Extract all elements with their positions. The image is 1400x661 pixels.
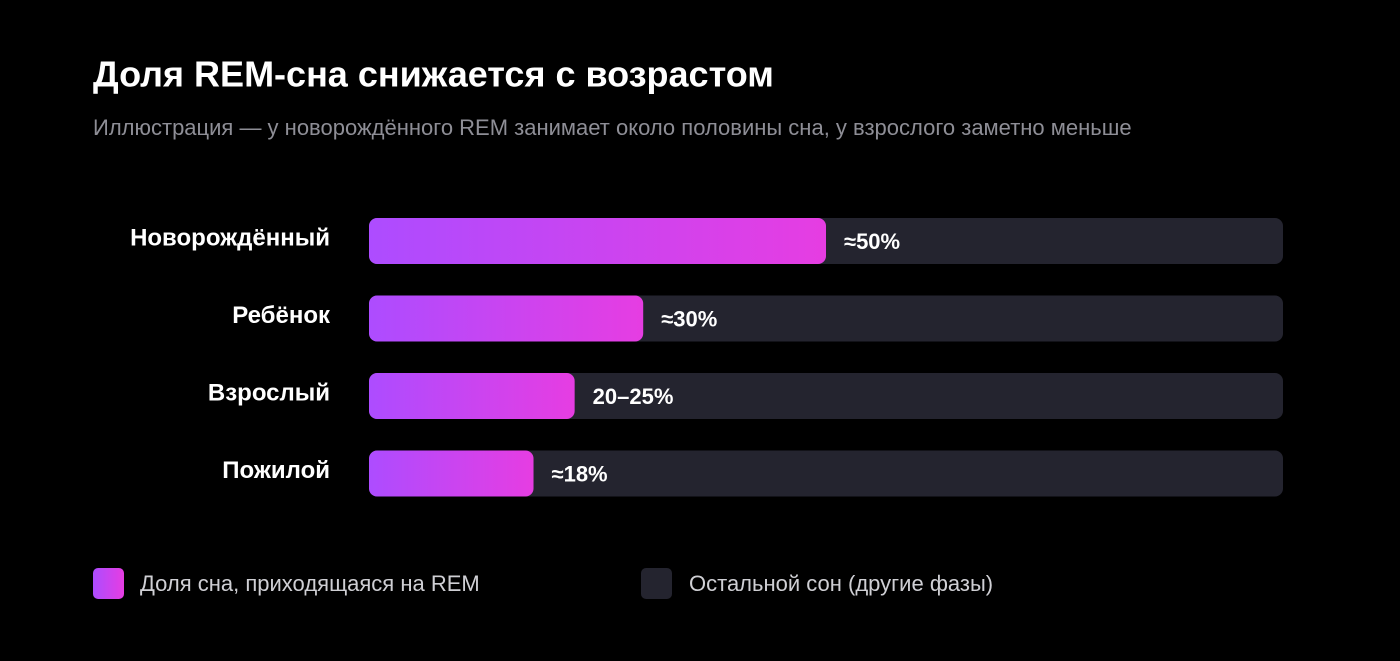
- category-label: Пожилой: [222, 457, 330, 484]
- legend-label: Остальной сон (другие фазы): [689, 571, 993, 596]
- value-label: 20–25%: [593, 384, 674, 409]
- category-label: Взрослый: [208, 379, 330, 406]
- legend-label: Доля сна, приходящаяся на REM: [140, 571, 480, 596]
- legend-swatch: [93, 568, 124, 599]
- value-label: ≈50%: [844, 229, 900, 254]
- bar: [369, 218, 826, 264]
- chart-subtitle: Иллюстрация — у новорождённого REM заним…: [93, 115, 1132, 140]
- bar: [369, 450, 534, 497]
- category-label: Ребёнок: [232, 302, 331, 329]
- chart-title: Доля REM-сна снижается с возрастом: [93, 54, 774, 95]
- legend-swatch: [641, 568, 672, 599]
- bar-track: [369, 373, 1283, 419]
- value-label: ≈18%: [552, 461, 608, 486]
- category-label: Новорождённый: [130, 224, 330, 251]
- value-label: ≈30%: [661, 306, 717, 331]
- bar: [369, 295, 644, 342]
- bar: [369, 373, 575, 419]
- bar-track: [369, 450, 1283, 497]
